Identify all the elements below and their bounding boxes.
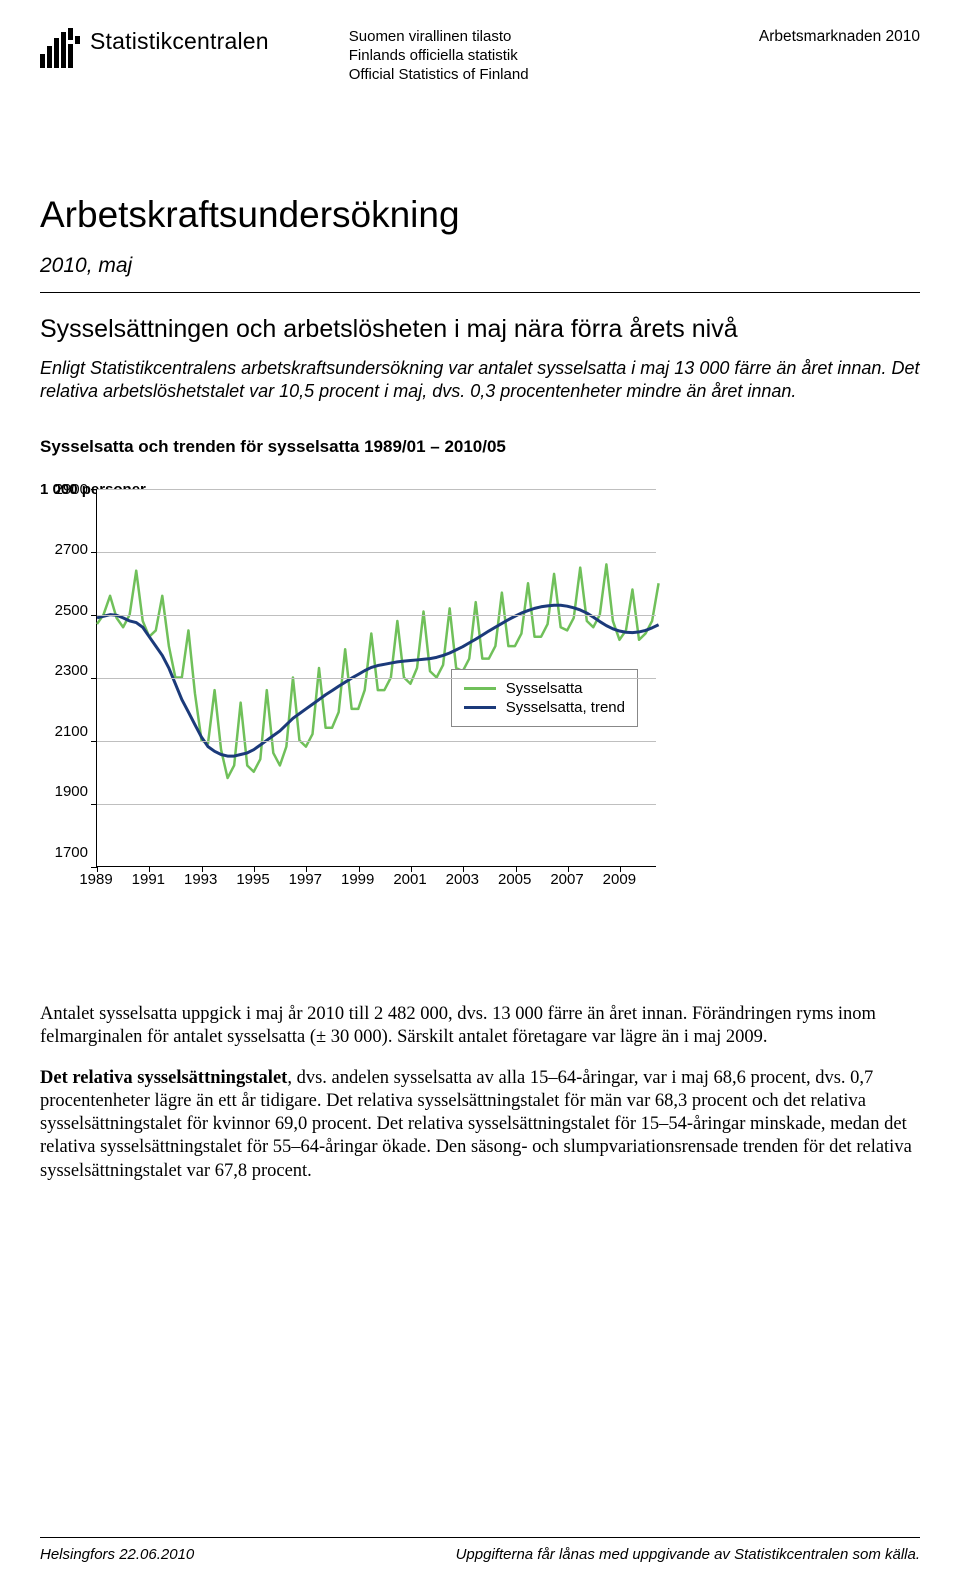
title-rule [40, 292, 920, 293]
chart-title: Sysselsatta och trenden för sysselsatta … [40, 437, 920, 457]
legend-swatch-sysselsatta [464, 687, 496, 690]
ytick-mark [91, 552, 97, 553]
page-header: Statistikcentralen Suomen virallinen til… [40, 28, 920, 84]
ytick-label: 2100 [55, 723, 88, 740]
legend-label-trend: Sysselsatta, trend [506, 699, 625, 716]
xtick-label: 2009 [603, 871, 636, 888]
legend-row-sysselsatta: Sysselsatta [464, 680, 625, 697]
gridline [97, 552, 656, 553]
xtick-label: 2007 [550, 871, 583, 888]
gridline [97, 615, 656, 616]
xtick-label: 2005 [498, 871, 531, 888]
official-line-fi: Suomen virallinen tilasto [349, 28, 529, 47]
xtick-label: 1999 [341, 871, 374, 888]
document-subtitle: 2010, maj [40, 254, 920, 278]
xtick-label: 1995 [236, 871, 269, 888]
para2-bold-lead: Det relativa sysselsättningstalet [40, 1068, 287, 1088]
footer-date: Helsingfors 22.06.2010 [40, 1546, 194, 1563]
official-line-sv: Finlands officiella statistik [349, 47, 529, 66]
ytick-label: 2700 [55, 541, 88, 558]
page-footer: Helsingfors 22.06.2010 Uppgifterna får l… [40, 1537, 920, 1563]
footer-rule [40, 1537, 920, 1538]
legend-label-sysselsatta: Sysselsatta [506, 680, 583, 697]
xtick-label: 1989 [79, 871, 112, 888]
yaxis-labels: 2900 2700 2500 2300 2100 1900 1700 [40, 481, 88, 861]
ytick-mark [91, 615, 97, 616]
ytick-label: 1900 [55, 783, 88, 800]
ytick-label: 1700 [55, 844, 88, 861]
gridline [97, 804, 656, 805]
official-line-en: Official Statistics of Finland [349, 66, 529, 85]
ytick-mark [91, 489, 97, 490]
header-left: Statistikcentralen Suomen virallinen til… [40, 28, 529, 84]
footer-attribution: Uppgifterna får lånas med uppgivande av … [456, 1546, 920, 1563]
gridline [97, 489, 656, 490]
statistikcentralen-logo-icon [40, 28, 80, 68]
official-statistics-block: Suomen virallinen tilasto Finlands offic… [349, 28, 529, 84]
org-name: Statistikcentralen [90, 28, 269, 55]
plot-area: Sysselsatta Sysselsatta, trend [96, 489, 656, 867]
legend-swatch-trend [464, 706, 496, 709]
ytick-mark [91, 741, 97, 742]
paragraph-2: Det relativa sysselsättningstalet, dvs. … [40, 1067, 920, 1183]
chart-container: 1 000 personer 2900270025002300210019001… [40, 481, 680, 941]
xtick-label: 1997 [289, 871, 322, 888]
gridline [97, 678, 656, 679]
ytick-label: 2500 [55, 602, 88, 619]
headline: Sysselsättningen och arbetslösheten i ma… [40, 315, 920, 345]
ytick-label: 2300 [55, 662, 88, 679]
paragraph-1: Antalet sysselsatta uppgick i maj år 201… [40, 1003, 920, 1049]
legend-row-trend: Sysselsatta, trend [464, 699, 625, 716]
intro-paragraph: Enligt Statistikcentralens arbetskraftsu… [40, 357, 920, 403]
gridline [97, 741, 656, 742]
document-title: Arbetskraftsundersökning [40, 194, 920, 236]
ytick-mark [91, 678, 97, 679]
xtick-label: 1993 [184, 871, 217, 888]
ytick-mark [91, 804, 97, 805]
xtick-label: 2001 [393, 871, 426, 888]
ytick-label: 2900 [55, 481, 88, 498]
chart-inner: 2900 2700 2500 2300 2100 1900 1700 Sysselsatta… [40, 481, 680, 941]
xtick-label: 2003 [446, 871, 479, 888]
category-label: Arbetsmarknaden 2010 [759, 28, 920, 46]
xtick-label: 1991 [132, 871, 165, 888]
